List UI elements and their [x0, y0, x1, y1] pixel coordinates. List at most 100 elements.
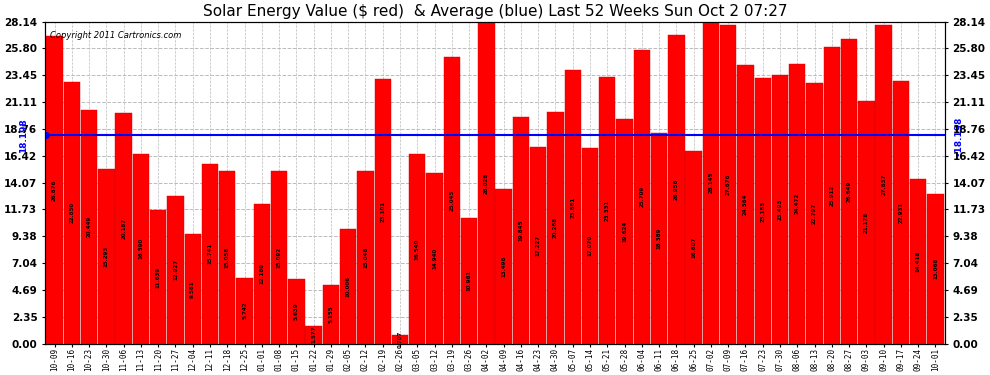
Text: 11.639: 11.639: [155, 266, 160, 288]
Bar: [564, 70, 581, 344]
Bar: [392, 336, 408, 344]
Text: Copyright 2011 Cartronics.com: Copyright 2011 Cartronics.com: [50, 32, 181, 40]
Text: 24.472: 24.472: [795, 193, 800, 214]
Bar: [789, 64, 806, 344]
Text: 5.155: 5.155: [329, 305, 334, 323]
Bar: [81, 110, 97, 344]
Bar: [461, 218, 477, 344]
Bar: [306, 326, 322, 344]
Bar: [893, 81, 909, 344]
Bar: [409, 154, 426, 344]
Text: 15.048: 15.048: [363, 247, 368, 268]
Bar: [47, 36, 62, 344]
Text: 12.927: 12.927: [173, 259, 178, 280]
Bar: [444, 57, 460, 344]
Text: 10.006: 10.006: [346, 276, 350, 297]
Bar: [374, 80, 391, 344]
Bar: [150, 210, 166, 344]
Bar: [841, 39, 857, 344]
Text: 15.293: 15.293: [104, 246, 109, 267]
Bar: [219, 171, 236, 344]
Text: 16.540: 16.540: [415, 238, 420, 260]
Text: 9.581: 9.581: [190, 280, 195, 297]
Text: •18.198: •18.198: [953, 115, 962, 156]
Bar: [63, 82, 80, 344]
Bar: [184, 234, 201, 344]
Text: 24.364: 24.364: [742, 194, 748, 215]
Text: 25.709: 25.709: [640, 186, 644, 207]
Bar: [288, 279, 305, 344]
Text: 19.624: 19.624: [622, 221, 627, 242]
Text: 23.331: 23.331: [605, 200, 610, 221]
Text: 15.092: 15.092: [276, 247, 281, 268]
Bar: [530, 147, 546, 344]
Text: 25.045: 25.045: [449, 190, 454, 211]
Bar: [617, 119, 633, 344]
Text: 14.940: 14.940: [432, 248, 437, 269]
Bar: [703, 22, 719, 344]
Text: 22.931: 22.931: [898, 202, 904, 223]
Text: 28.145: 28.145: [709, 172, 714, 193]
Bar: [237, 278, 252, 344]
Text: 26.876: 26.876: [52, 179, 57, 201]
Bar: [824, 47, 840, 344]
Bar: [340, 229, 356, 344]
Text: 18.198: 18.198: [19, 118, 28, 153]
Text: 16.807: 16.807: [691, 237, 696, 258]
Text: 23.185: 23.185: [760, 200, 765, 222]
Bar: [357, 171, 373, 344]
Text: 27.837: 27.837: [881, 174, 886, 195]
Text: 23.881: 23.881: [570, 196, 575, 217]
Text: 21.178: 21.178: [864, 212, 869, 233]
Bar: [478, 23, 495, 344]
Text: 15.741: 15.741: [208, 243, 213, 264]
Bar: [685, 152, 702, 344]
Bar: [582, 148, 598, 344]
Text: 22.850: 22.850: [69, 202, 74, 223]
Bar: [513, 117, 529, 344]
Text: 5.742: 5.742: [242, 302, 248, 320]
Text: 19.845: 19.845: [519, 219, 524, 241]
Title: Solar Energy Value ($ red)  & Average (blue) Last 52 Weeks Sun Oct 2 07:27: Solar Energy Value ($ red) & Average (bl…: [203, 4, 787, 19]
Text: 23.493: 23.493: [777, 198, 782, 220]
Text: 17.070: 17.070: [587, 236, 592, 256]
Text: 27.876: 27.876: [726, 174, 731, 195]
Text: 26.649: 26.649: [846, 180, 851, 202]
Text: 18.389: 18.389: [656, 228, 661, 249]
Bar: [650, 133, 667, 344]
Bar: [910, 178, 927, 344]
Text: 16.590: 16.590: [139, 238, 144, 259]
Text: 20.268: 20.268: [553, 217, 558, 238]
Bar: [738, 65, 753, 344]
Text: 13.498: 13.498: [501, 256, 506, 277]
Text: 13.068: 13.068: [933, 258, 938, 279]
Text: 28.028: 28.028: [484, 173, 489, 194]
Text: 17.227: 17.227: [536, 234, 541, 256]
Bar: [271, 171, 287, 344]
Text: 15.058: 15.058: [225, 247, 230, 268]
Bar: [858, 101, 874, 344]
Text: 1.577: 1.577: [311, 326, 316, 343]
Bar: [720, 25, 737, 344]
Bar: [875, 25, 892, 344]
Text: 0.707: 0.707: [398, 331, 403, 348]
Text: 10.961: 10.961: [466, 270, 471, 291]
Bar: [323, 285, 340, 344]
Bar: [754, 78, 771, 344]
Text: 14.418: 14.418: [916, 251, 921, 272]
Text: 20.187: 20.187: [121, 217, 126, 238]
Bar: [253, 204, 270, 344]
Text: 5.639: 5.639: [294, 303, 299, 320]
Bar: [806, 83, 823, 344]
Bar: [772, 75, 788, 344]
Text: 26.956: 26.956: [674, 179, 679, 200]
Bar: [495, 189, 512, 344]
Bar: [668, 35, 684, 344]
Bar: [133, 154, 149, 344]
Bar: [928, 194, 943, 344]
Bar: [116, 112, 132, 344]
Text: 22.797: 22.797: [812, 202, 817, 224]
Bar: [599, 77, 616, 344]
Text: 12.180: 12.180: [259, 263, 264, 284]
Bar: [427, 172, 443, 344]
